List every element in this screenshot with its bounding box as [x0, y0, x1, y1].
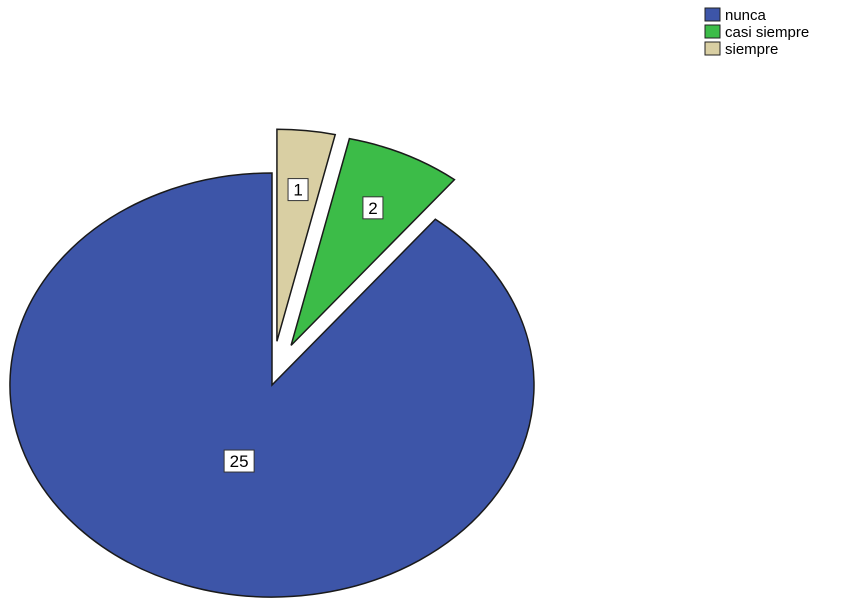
- pie-data-labels: 25 2 1: [223, 178, 384, 473]
- legend-label: nunca: [725, 7, 767, 24]
- data-label-box: [223, 449, 255, 473]
- pie-slice-casi-siempre: [290, 137, 456, 346]
- data-label-nunca: 25: [223, 449, 255, 473]
- legend-swatch: [704, 24, 721, 39]
- data-label-text: 1: [293, 181, 302, 200]
- data-label-text: 25: [230, 452, 249, 471]
- data-label-box: [362, 196, 384, 220]
- data-label-text: 2: [368, 199, 377, 218]
- legend-swatch: [704, 41, 721, 56]
- pie-slice-nunca: [9, 172, 535, 598]
- legend-label: casi siempre: [725, 24, 809, 41]
- legend-swatch: [704, 7, 721, 22]
- legend-label: siempre: [725, 41, 778, 58]
- data-label-siempre: 1: [287, 178, 309, 202]
- legend-item-nunca: nunca: [704, 7, 767, 24]
- data-label-box: [287, 178, 309, 202]
- pie-slices: [9, 128, 535, 598]
- legend-item-casi-siempre: casi siempre: [704, 24, 809, 41]
- data-label-casi-siempre: 2: [362, 196, 384, 220]
- legend-item-siempre: siempre: [704, 41, 778, 58]
